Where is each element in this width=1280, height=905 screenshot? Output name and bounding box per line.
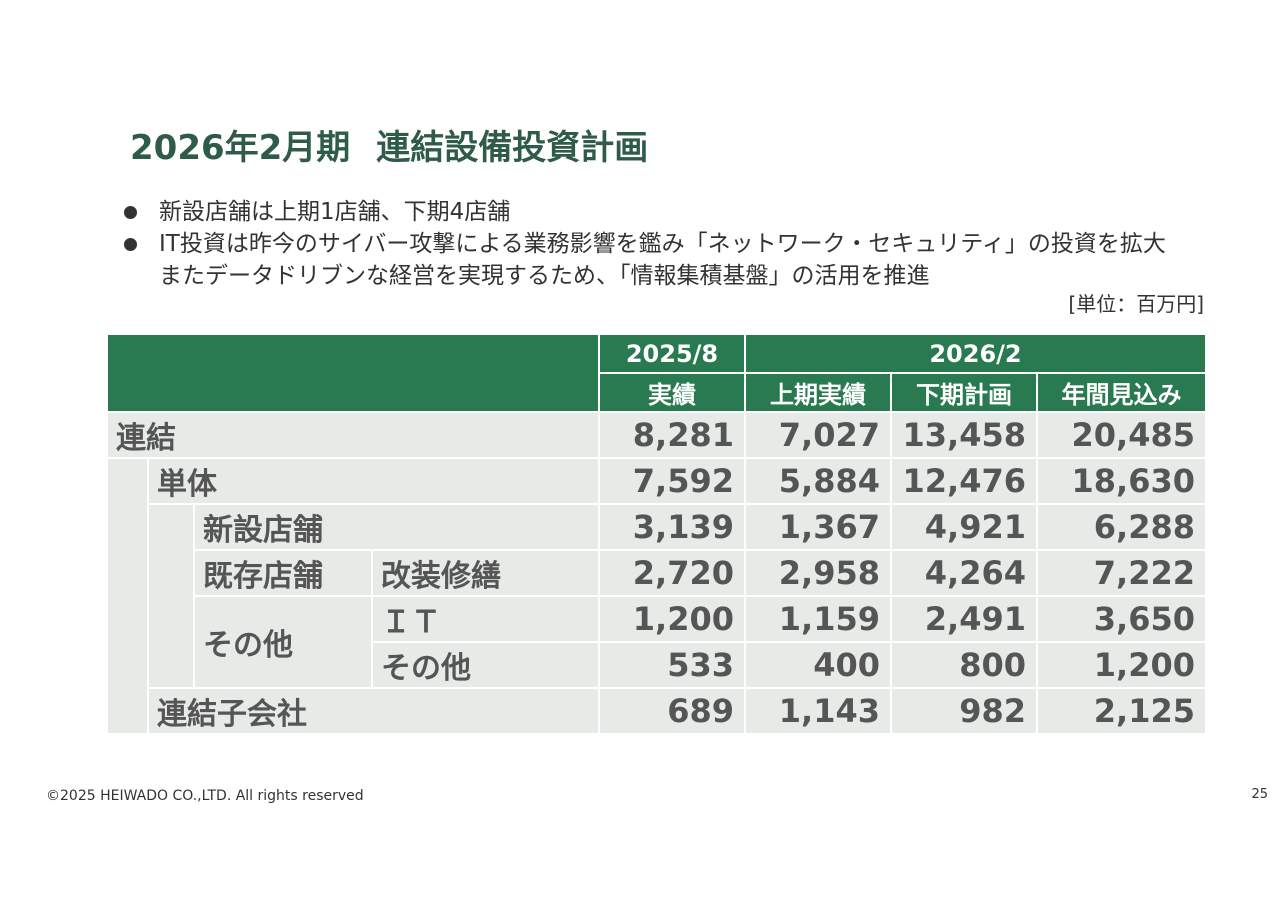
indent-cell <box>106 457 149 735</box>
cell-value: 1,143 <box>744 687 892 735</box>
indent-cell <box>147 503 195 689</box>
bullet-dot-icon <box>124 206 137 219</box>
header-col-h1-actual: 上期実績 <box>744 372 892 413</box>
row-label: 連結 <box>106 411 600 459</box>
bullet-item: IT投資は昨今のサイバー攻撃による業務影響を鑑み「ネットワーク・セキュリティ」の… <box>122 228 1166 292</box>
cell-value: 20,485 <box>1036 411 1207 459</box>
bullet-item: 新設店舗は上期1店舗、下期4店舗 <box>122 196 1166 228</box>
bullet-text: またデータドリブンな経営を実現するため、「情報集積基盤」の活用を推進 <box>159 263 930 289</box>
table-row-existing-stores: 既存店舗 改装修繕 2,720 2,958 4,264 7,222 <box>107 549 1207 597</box>
page-title: 2026年2月期 連結設備投資計画 <box>130 120 648 169</box>
cell-value: 7,592 <box>598 457 746 505</box>
cell-value: 3,139 <box>598 503 746 551</box>
cell-value: 689 <box>598 687 746 735</box>
bullet-list: 新設店舗は上期1店舗、下期4店舗 IT投資は昨今のサイバー攻撃による業務影響を鑑… <box>122 196 1166 292</box>
header-col-actual: 実績 <box>598 372 746 413</box>
header-period-2025-8: 2025/8 <box>598 333 746 374</box>
cell-value: 12,476 <box>890 457 1038 505</box>
cell-value: 8,281 <box>598 411 746 459</box>
title-subject: 連結設備投資計画 <box>376 128 649 168</box>
row-label: 単体 <box>147 457 600 505</box>
table-row-new-stores: 新設店舗 3,139 1,367 4,921 6,288 <box>107 503 1207 689</box>
cell-value: 7,222 <box>1036 549 1207 597</box>
row-label: その他 <box>193 595 373 689</box>
page-number: 25 <box>1251 787 1268 802</box>
cell-value: 1,200 <box>598 595 746 643</box>
row-label: 新設店舗 <box>193 503 600 551</box>
cell-value: 400 <box>744 641 892 689</box>
cell-value: 2,491 <box>890 595 1038 643</box>
header-col-annual-forecast: 年間見込み <box>1036 372 1207 413</box>
cell-value: 5,884 <box>744 457 892 505</box>
capex-table: 2025/8 2026/2 実績 上期実績 下期計画 年間見込み 連結 8,28… <box>106 333 1207 735</box>
header-col-h2-plan: 下期計画 <box>890 372 1038 413</box>
cell-value: 982 <box>890 687 1038 735</box>
unit-label: [単位：百万円] <box>1068 292 1204 316</box>
bullet-text: 新設店舗は上期1店舗、下期4店舗 <box>159 199 511 225</box>
header-period-2026-2: 2026/2 <box>744 333 1207 374</box>
table-row-subsidiaries: 連結子会社 689 1,143 982 2,125 <box>107 687 1207 735</box>
table-row-other-it: その他 ＩＴ 1,200 1,159 2,491 3,650 <box>107 595 1207 689</box>
row-sublabel: その他 <box>371 641 600 689</box>
header-corner <box>106 333 600 413</box>
cell-value: 2,125 <box>1036 687 1207 735</box>
copyright-footer: ©2025 HEIWADO CO.,LTD. All rights reserv… <box>46 788 364 804</box>
cell-value: 800 <box>890 641 1038 689</box>
bullet-text: IT投資は昨今のサイバー攻撃による業務影響を鑑み「ネットワーク・セキュリティ」の… <box>159 231 1166 257</box>
row-sublabel: 改装修繕 <box>371 549 600 597</box>
cell-value: 1,159 <box>744 595 892 643</box>
bullet-dot-icon <box>124 238 137 251</box>
cell-value: 2,958 <box>744 549 892 597</box>
cell-value: 1,200 <box>1036 641 1207 689</box>
cell-value: 533 <box>598 641 746 689</box>
row-label: 連結子会社 <box>147 687 600 735</box>
table-row-standalone: 単体 7,592 5,884 12,476 18,630 <box>106 457 1207 735</box>
title-period: 2026年2月期 <box>130 128 351 168</box>
cell-value: 2,720 <box>598 549 746 597</box>
cell-value: 4,921 <box>890 503 1038 551</box>
cell-value: 13,458 <box>890 411 1038 459</box>
cell-value: 4,264 <box>890 549 1038 597</box>
cell-value: 18,630 <box>1036 457 1207 505</box>
row-label: 既存店舗 <box>193 549 373 597</box>
cell-value: 3,650 <box>1036 595 1207 643</box>
cell-value: 6,288 <box>1036 503 1207 551</box>
cell-value: 1,367 <box>744 503 892 551</box>
cell-value: 7,027 <box>744 411 892 459</box>
table-row-other-other: その他 533 400 800 1,200 <box>107 641 1207 689</box>
table-row-consolidated: 連結 8,281 7,027 13,458 20,485 <box>106 411 1207 459</box>
row-sublabel: ＩＴ <box>371 595 600 643</box>
